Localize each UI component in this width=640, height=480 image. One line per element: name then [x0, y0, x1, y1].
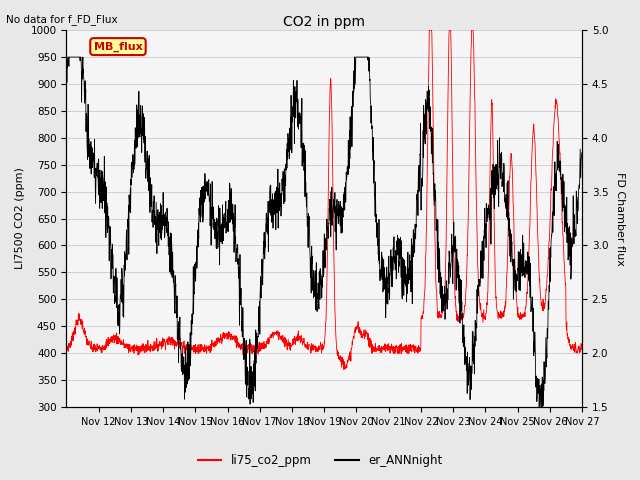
Legend: li75_co2_ppm, er_ANNnight: li75_co2_ppm, er_ANNnight: [193, 449, 447, 472]
Y-axis label: LI7500 CO2 (ppm): LI7500 CO2 (ppm): [15, 168, 25, 269]
Text: No data for f_FD_Flux: No data for f_FD_Flux: [6, 14, 118, 25]
Y-axis label: FD Chamber flux: FD Chamber flux: [615, 171, 625, 265]
Title: CO2 in ppm: CO2 in ppm: [283, 15, 365, 29]
Text: MB_flux: MB_flux: [93, 41, 142, 52]
